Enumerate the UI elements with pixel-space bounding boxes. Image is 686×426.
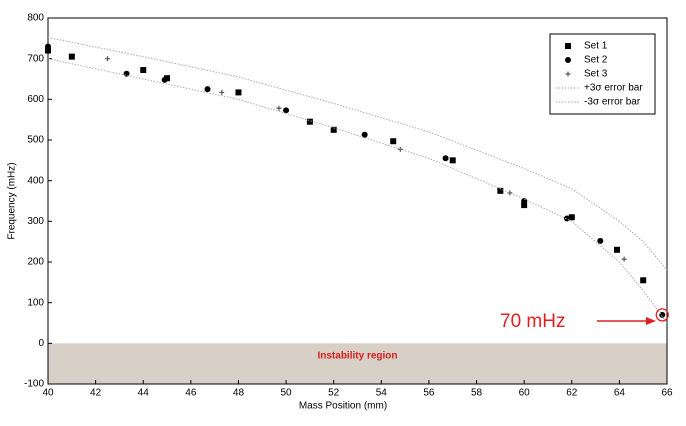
circle-marker xyxy=(442,155,449,162)
square-marker xyxy=(640,277,647,284)
y-tick-label: 0 xyxy=(38,338,44,349)
plus-marker xyxy=(621,256,627,262)
plus-marker xyxy=(507,190,513,196)
circle-marker xyxy=(565,57,571,63)
square-marker xyxy=(68,53,75,60)
circle-marker xyxy=(361,131,368,138)
y-tick-label: 500 xyxy=(27,135,44,146)
square-marker xyxy=(235,89,242,96)
legend-label: Set 2 xyxy=(584,55,608,66)
circle-marker xyxy=(45,43,51,50)
square-marker xyxy=(45,47,51,54)
x-axis-label: Mass Position (mm) xyxy=(299,401,387,412)
square-marker xyxy=(330,126,337,133)
legend-label: -3σ error bar xyxy=(584,97,641,108)
plus-marker xyxy=(105,56,111,62)
region-label: Instability region xyxy=(317,350,397,361)
square-marker xyxy=(614,246,621,253)
annotation-text: 70 mHz xyxy=(500,311,565,332)
square-marker xyxy=(306,118,313,125)
x-tick-label: 56 xyxy=(423,388,435,399)
square-marker xyxy=(497,187,504,194)
x-tick-label: 46 xyxy=(185,388,197,399)
square-marker xyxy=(521,202,528,209)
x-tick-label: 66 xyxy=(661,388,673,399)
plot-frame xyxy=(47,17,668,385)
plus-marker xyxy=(565,71,571,77)
x-tick-label: 58 xyxy=(471,388,483,399)
plus-marker xyxy=(276,105,282,111)
circle-marker xyxy=(659,311,666,318)
y-tick-label: 700 xyxy=(27,53,44,64)
y-tick-label: 800 xyxy=(27,13,44,24)
y-tick-label: 300 xyxy=(27,216,44,227)
plus-marker xyxy=(219,89,225,95)
square-marker xyxy=(140,67,147,74)
circle-marker xyxy=(204,86,211,93)
circle-marker xyxy=(521,198,528,204)
circle-marker xyxy=(283,107,290,114)
x-tick-label: 44 xyxy=(138,388,150,399)
legend-label: Set 3 xyxy=(584,69,608,80)
square-marker xyxy=(390,138,397,145)
legend-label: Set 1 xyxy=(584,41,608,52)
x-tick-label: 54 xyxy=(376,388,388,399)
y-tick-label: 600 xyxy=(27,94,44,105)
error-bound-line xyxy=(47,58,668,324)
y-tick-label: 100 xyxy=(27,297,44,308)
y-axis-label: Frequency (mHz) xyxy=(7,162,18,239)
x-tick-label: 64 xyxy=(614,388,626,399)
annotation-ring xyxy=(655,308,669,322)
y-tick-label: 400 xyxy=(27,175,44,186)
square-marker xyxy=(565,43,571,49)
x-tick-label: 60 xyxy=(519,388,531,399)
x-tick-label: 50 xyxy=(281,388,293,399)
legend-label: +3σ error bar xyxy=(584,83,643,94)
x-tick-label: 40 xyxy=(42,388,54,399)
annotation-arrowhead xyxy=(646,317,656,325)
x-tick-label: 48 xyxy=(233,388,245,399)
circle-marker xyxy=(564,215,571,222)
y-tick-label: 200 xyxy=(27,257,44,268)
circle-marker xyxy=(161,76,168,83)
x-tick-label: 52 xyxy=(328,388,340,399)
instability-region xyxy=(48,343,667,384)
circle-marker xyxy=(597,237,604,244)
x-tick-label: 42 xyxy=(90,388,102,399)
x-tick-label: 62 xyxy=(566,388,578,399)
square-marker xyxy=(449,157,456,164)
y-tick-label: -100 xyxy=(24,379,44,390)
square-marker xyxy=(568,214,575,221)
